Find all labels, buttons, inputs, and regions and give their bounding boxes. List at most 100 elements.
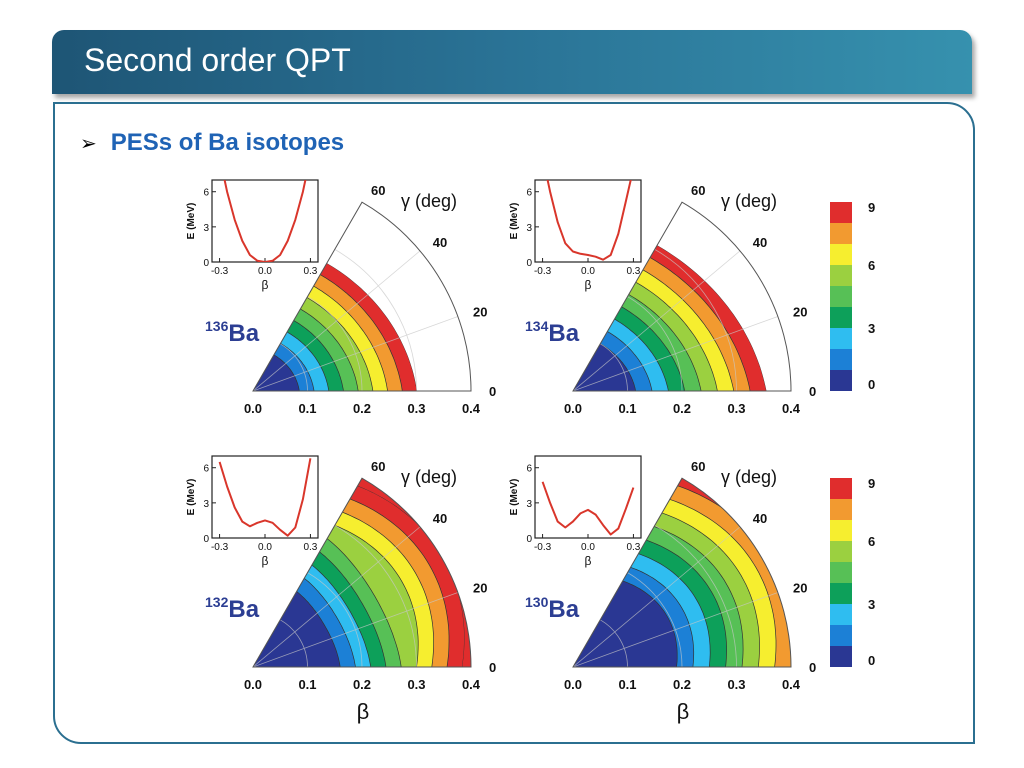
pes-panel: 0.0 0.1 0.2 0.3 0.4 0 20 40 60 γ (deg) 132Ba β 0 3 6 -0…: [186, 455, 496, 724]
inset-ytick-label: 0: [526, 258, 532, 269]
grid-arc: [334, 249, 417, 391]
colorbar-swatch-8: [830, 202, 852, 223]
colorbar-swatch-7: [830, 223, 852, 244]
inset-ytick-label: 6: [526, 464, 532, 475]
gamma-tick-label: 20: [793, 581, 807, 596]
gamma-tick-label: 0: [809, 660, 816, 675]
colorbar-tick-label: 3: [868, 597, 875, 612]
colorbar-tick-label: 0: [868, 653, 875, 668]
colorbar-swatch-3: [830, 307, 852, 328]
gamma-tick-label: 40: [753, 511, 767, 526]
beta-tick-label: 0.3: [407, 677, 425, 692]
gamma-tick-label: 60: [691, 459, 705, 474]
inset-frame: [211, 179, 319, 263]
inset-ylabel: E (MeV): [509, 479, 520, 516]
beta-tick-label: 0.4: [462, 401, 481, 416]
inset-energy-curve: [223, 180, 307, 262]
inset-ylabel: E (MeV): [509, 203, 520, 240]
gamma-tick-label: 60: [371, 183, 385, 198]
beta-tick-label: 0.0: [244, 401, 262, 416]
colorbar: 0 3 6 9: [830, 200, 875, 392]
colorbar-tick-label: 9: [868, 476, 875, 491]
inset-xtick-label: 0.0: [258, 266, 272, 277]
colorbar-swatch-6: [830, 244, 852, 265]
grid-ray: [573, 250, 741, 391]
beta-tick-label: 0.2: [673, 401, 691, 416]
inset-plot: 0 3 6 -0.3 0.0 0.3 β E (MeV): [186, 455, 319, 568]
inset-xtick-label: -0.3: [211, 542, 229, 553]
grid-ray: [253, 592, 458, 667]
colorbar-swatch-4: [830, 286, 852, 307]
colorbar-swatch-2: [830, 328, 852, 349]
isotope-element: Ba: [228, 596, 259, 623]
grid-arc: [280, 619, 308, 667]
isotope-element: Ba: [548, 320, 579, 347]
inset-plot: 0 3 6 -0.3 0.0 0.3 β E (MeV): [186, 179, 319, 292]
isotope-mass: 132: [205, 594, 229, 610]
colorbar-tick-label: 0: [868, 377, 875, 392]
isotope-label: 134Ba: [525, 318, 580, 347]
polar-grid: [253, 249, 458, 391]
inset-ylabel: E (MeV): [186, 203, 197, 240]
colorbar: 0 3 6 9: [830, 476, 875, 668]
colorbar-tick-label: 6: [868, 258, 875, 273]
inset-xtick-label: -0.3: [534, 542, 552, 553]
gamma-tick-label: 40: [433, 511, 447, 526]
inset-ytick-label: 0: [203, 258, 209, 269]
grid-arc: [627, 572, 683, 667]
sector-outline: [252, 477, 472, 668]
isotope-mass: 130: [525, 594, 549, 610]
inset-ytick-label: 3: [203, 499, 209, 510]
colorbar-swatch-1: [830, 625, 852, 646]
gamma-tick-label: 40: [753, 235, 767, 250]
beta-tick-label: 0.0: [564, 677, 582, 692]
inset-xtick-label: -0.3: [534, 266, 552, 277]
inset-ytick-label: 6: [203, 464, 209, 475]
bullet-row: ➢ PESs of Ba isotopes: [80, 126, 344, 160]
beta-tick-label: 0.4: [462, 677, 481, 692]
gamma-tick-label: 20: [793, 305, 807, 320]
inset-frame: [534, 455, 642, 539]
colorbar-swatch-8: [830, 478, 852, 499]
inset-energy-curve: [546, 180, 632, 261]
inset-xtick-label: 0.3: [303, 266, 317, 277]
inset-xtick-label: 0.3: [626, 542, 640, 553]
beta-tick-label: 0.3: [407, 401, 425, 416]
beta-tick-label: 0.2: [353, 401, 371, 416]
colorbar-swatch-2: [830, 604, 852, 625]
grid-ray: [573, 592, 778, 667]
gamma-axis-label: γ (deg): [401, 467, 457, 487]
beta-axis-title: β: [677, 699, 690, 724]
gamma-tick-label: 60: [691, 183, 705, 198]
beta-tick-label: 0.1: [618, 677, 636, 692]
gamma-tick-label: 20: [473, 581, 487, 596]
grid-arc: [307, 296, 363, 391]
inset-ytick-label: 3: [203, 223, 209, 234]
inset-xtick-label: 0.3: [303, 542, 317, 553]
inset-xtick-label: 0.0: [258, 542, 272, 553]
gamma-tick-label: 20: [473, 305, 487, 320]
colorbar-swatch-7: [830, 499, 852, 520]
isotope-label: 136Ba: [205, 318, 260, 347]
beta-tick-label: 0.4: [782, 401, 801, 416]
beta-tick-label: 0.1: [298, 677, 316, 692]
isotope-mass: 134: [525, 318, 549, 334]
isotope-mass: 136: [205, 318, 229, 334]
pes-panel: 0.0 0.1 0.2 0.3 0.4 0 20 40 60 γ (deg) 134Ba 0 3 6 -0.…: [509, 179, 816, 416]
inset-ytick-label: 0: [203, 534, 209, 545]
colorbar-swatch-0: [830, 370, 852, 391]
beta-tick-label: 0.0: [244, 677, 262, 692]
colorbar-swatch-5: [830, 265, 852, 286]
inset-ytick-label: 3: [526, 223, 532, 234]
inset-ytick-label: 6: [526, 188, 532, 199]
inset-ytick-label: 6: [203, 188, 209, 199]
inset-energy-curve: [541, 481, 635, 536]
grid-ray: [573, 526, 741, 667]
grid-arc: [654, 249, 737, 391]
colorbar-swatch-3: [830, 583, 852, 604]
grid-arc: [654, 525, 737, 667]
grid-ray: [253, 526, 421, 667]
inset-xtick-label: 0.0: [581, 266, 595, 277]
beta-tick-label: 0.1: [618, 401, 636, 416]
